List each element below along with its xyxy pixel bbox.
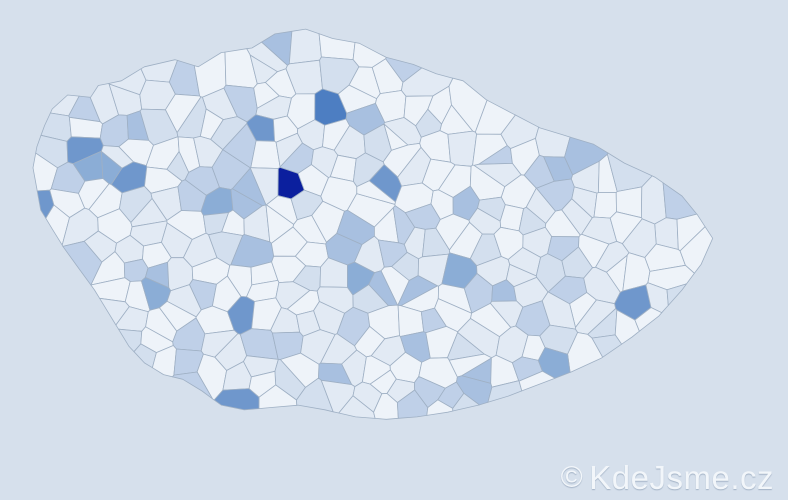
map-region[interactable] [250,140,281,169]
map-region[interactable] [593,192,617,219]
map-region[interactable] [318,33,356,60]
map-region[interactable] [99,297,130,326]
map-region[interactable] [583,266,621,305]
map-region[interactable] [641,175,667,225]
map-region[interactable] [662,182,698,220]
map-region[interactable] [133,343,157,369]
map-region[interactable] [338,395,376,419]
map-region[interactable] [456,375,493,406]
map-region[interactable] [518,370,556,392]
map-regions [32,28,714,420]
map-region[interactable] [535,126,571,158]
map-region[interactable] [666,283,687,306]
map-region[interactable] [288,28,322,65]
map-region[interactable] [447,130,478,167]
map-region[interactable] [172,371,213,400]
map-region[interactable] [45,204,70,246]
map-region[interactable] [591,334,622,358]
map-region[interactable] [452,392,480,412]
map-region[interactable] [634,307,663,332]
